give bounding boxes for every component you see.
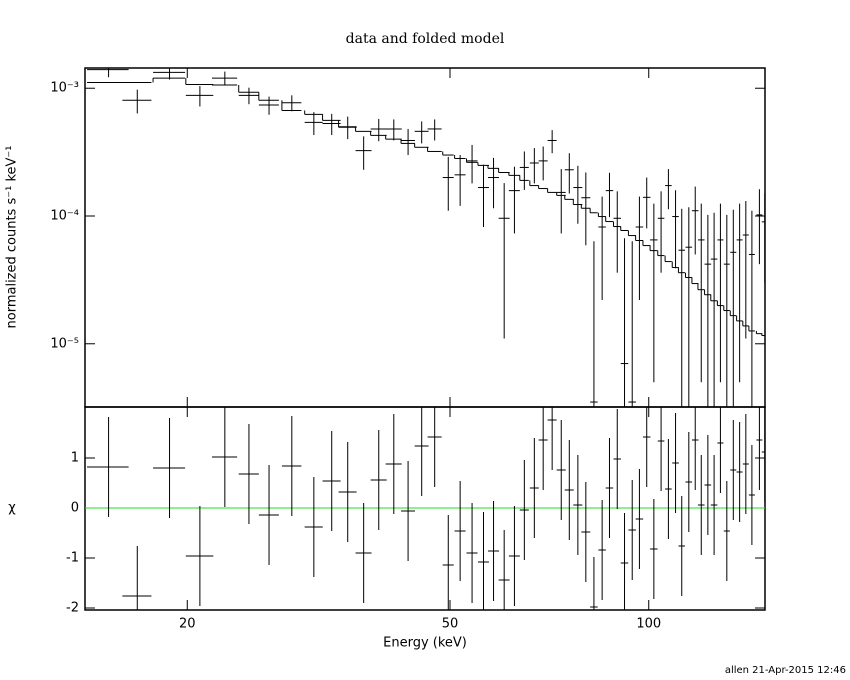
y-tick-label: -2 xyxy=(66,601,79,616)
y-tick-label: 1 xyxy=(71,451,79,466)
y-tick-label: -1 xyxy=(66,551,79,566)
y-tick-label: 10⁻³ xyxy=(50,81,79,96)
chart-title: data and folded model xyxy=(346,31,505,47)
plot-area xyxy=(87,68,765,407)
y-axis-label: normalized counts s⁻¹ keV⁻¹ xyxy=(5,146,20,329)
x-axis-label: Energy (keV) xyxy=(383,636,467,651)
y-tick-label: 10⁻⁵ xyxy=(50,336,79,351)
x-tick-label: 50 xyxy=(442,617,459,632)
y-tick-label: 10⁻⁴ xyxy=(50,209,79,224)
x-tick-label: 20 xyxy=(179,617,196,632)
y-axis-label: χ xyxy=(8,501,16,516)
footer: allen 21-Apr-2015 12:46 xyxy=(725,665,846,676)
x-tick-label: 100 xyxy=(636,617,661,632)
y-tick-label: 0 xyxy=(71,501,79,516)
plot-area xyxy=(85,407,765,610)
panel-frame xyxy=(84,67,766,408)
